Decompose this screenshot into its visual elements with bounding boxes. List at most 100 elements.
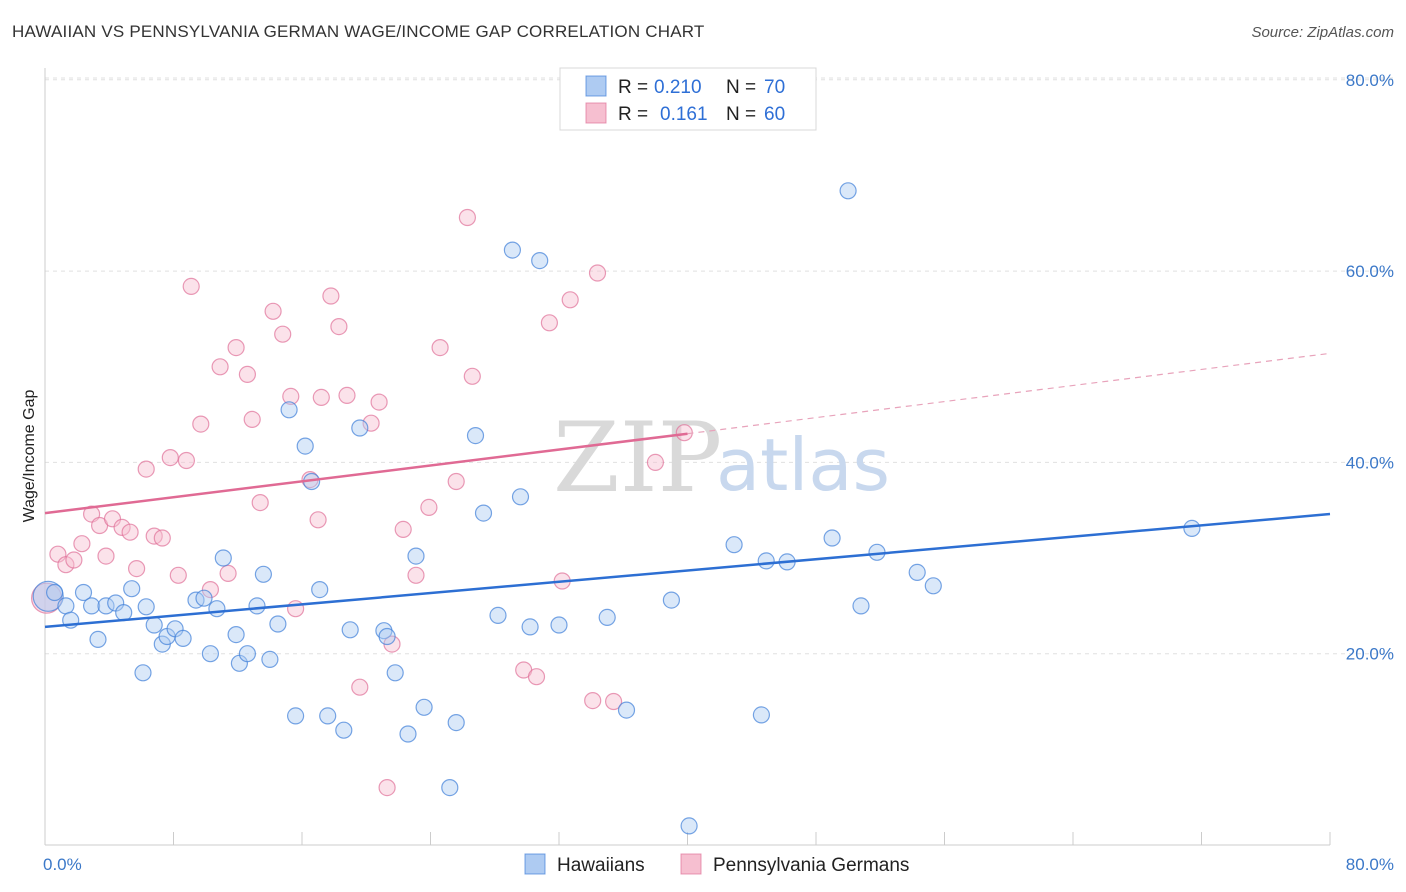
hawaiian-point — [137, 598, 155, 616]
pennsylvania-german-point — [447, 472, 465, 491]
pennsylvania-german-point — [458, 208, 476, 227]
pennsylvania-german-point — [604, 692, 623, 711]
bottom-legend-pennsylvania-germans: Pennsylvania Germans — [713, 855, 909, 876]
hawaiian-point — [441, 778, 459, 797]
hawaiian-point — [617, 701, 636, 719]
trend-lines — [44, 352, 1331, 629]
pennsylvania-german-point — [420, 498, 438, 516]
watermark: ZIP atlas — [553, 402, 890, 514]
pennsylvania-german-point — [362, 414, 380, 432]
bottom-legend-swatch-hawaiians — [524, 853, 546, 875]
hawaiian-point — [852, 597, 870, 615]
legend-n-label: N = — [726, 104, 756, 125]
pennsylvania-german-point — [73, 535, 91, 553]
hawaiian-point — [399, 725, 417, 743]
hawaiian-point — [550, 616, 568, 634]
hawaiian-point — [97, 597, 115, 615]
hawaiian-point — [248, 597, 266, 615]
pennsylvania-german-point — [287, 600, 305, 618]
hawaiian-point — [195, 589, 213, 607]
hawaiian-point — [908, 563, 926, 582]
pennsylvania-german-point — [338, 386, 356, 404]
pennsylvania-german-point — [588, 264, 607, 282]
pennsylvania-german-point — [540, 314, 559, 332]
y-tick-label: 60.0% — [1346, 262, 1394, 281]
pennsylvania-german-point — [243, 410, 261, 428]
hawaiian-point — [174, 629, 192, 648]
pennsylvania-german-point — [113, 518, 131, 537]
legend-n-value-hawaiians: 70 — [764, 77, 785, 98]
hawaiian-point — [752, 706, 771, 724]
hawaiian-point — [489, 606, 507, 625]
hawaiian-point — [319, 707, 337, 725]
hawaiian-point — [521, 618, 539, 636]
pennsylvania-german-point — [407, 566, 425, 584]
legend-swatch-pennsylvania-germans — [585, 102, 607, 124]
hawaiian-point — [474, 504, 493, 522]
hawaiian-point — [269, 615, 287, 633]
legend-r-label: R = — [618, 104, 648, 125]
legend-r-value-hawaiians: 0.210 — [654, 77, 702, 98]
x-tick-label-max: 80.0% — [1346, 855, 1394, 874]
pennsylvania-german-point — [238, 365, 256, 383]
hawaiian-point — [378, 627, 396, 646]
hawaiian-point — [386, 664, 404, 682]
x-tick-label-min: 0.0% — [43, 855, 82, 874]
legend-n-value-pennsylvania-germans: 60 — [764, 104, 785, 125]
hawaiian-point — [598, 608, 616, 627]
pennsylvania-german-point — [177, 451, 195, 470]
legend-n-label: N = — [726, 77, 756, 98]
hawaiian-point — [680, 817, 698, 835]
hawaiian-point — [208, 600, 226, 618]
pennsylvania-german-point — [330, 318, 348, 336]
pennsylvania-german-point — [312, 388, 330, 406]
hawaiian-point — [531, 252, 549, 270]
hawaiian-point — [466, 427, 485, 445]
pennsylvania-german-point — [675, 424, 693, 442]
hawaiian-point — [261, 650, 279, 669]
y-tick-label: 20.0% — [1346, 645, 1394, 664]
pennsylvania-german-point — [103, 510, 122, 528]
hawaiian-point — [134, 664, 152, 682]
hawaiian-point — [57, 597, 75, 615]
trend-line-pennsylvania-germans-extension — [687, 352, 1331, 435]
pennsylvania-german-point — [121, 523, 139, 541]
hawaiian-point — [415, 698, 433, 716]
hawaiian-point — [227, 625, 245, 644]
top-legend: R = 0.210 N = 70 R = 0.161 N = 60 — [559, 67, 817, 131]
hawaiian-point — [725, 536, 743, 554]
hawaiian-point — [351, 419, 369, 437]
hawaiian-point — [407, 547, 425, 565]
legend-r-label: R = — [618, 77, 648, 98]
pennsylvania-german-point — [431, 339, 449, 357]
pennsylvania-german-point — [128, 559, 146, 578]
pennsylvania-german-point — [219, 564, 237, 583]
hawaiian-point — [89, 630, 107, 649]
chart-title: HAWAIIAN VS PENNSYLVANIA GERMAN WAGE/INC… — [12, 22, 705, 41]
hawaiian-point — [287, 707, 305, 725]
pennsylvania-german-point — [309, 511, 327, 529]
pennsylvania-german-point — [370, 393, 388, 411]
pennsylvania-german-point — [57, 556, 75, 574]
source-label: Source: ZipAtlas.com — [1251, 24, 1394, 41]
pennsylvania-german-point — [65, 551, 83, 569]
hawaiian-point — [123, 580, 141, 598]
pennsylvania-german-point — [282, 387, 300, 405]
hawaiian-point — [1183, 519, 1201, 538]
pennsylvania-german-point — [394, 520, 412, 539]
pennsylvania-german-point — [201, 580, 219, 599]
y-axis-label: Wage/Income Gap — [21, 390, 38, 523]
hawaiian-point — [503, 241, 522, 259]
y-tick-label: 40.0% — [1346, 453, 1394, 472]
hawaiian-point — [447, 713, 465, 732]
hawaiian-point — [823, 529, 841, 547]
pennsylvania-german-point — [646, 453, 665, 471]
pennsylvania-german-point — [264, 302, 282, 320]
hawaiian-point — [254, 565, 272, 583]
hawaiian-point — [757, 552, 775, 570]
pennsylvania-german-point — [211, 358, 229, 376]
y-tick-label: 80.0% — [1346, 71, 1394, 90]
pennsylvania-german-point — [584, 691, 602, 710]
legend-r-value-pennsylvania-germans: 0.161 — [660, 104, 708, 125]
